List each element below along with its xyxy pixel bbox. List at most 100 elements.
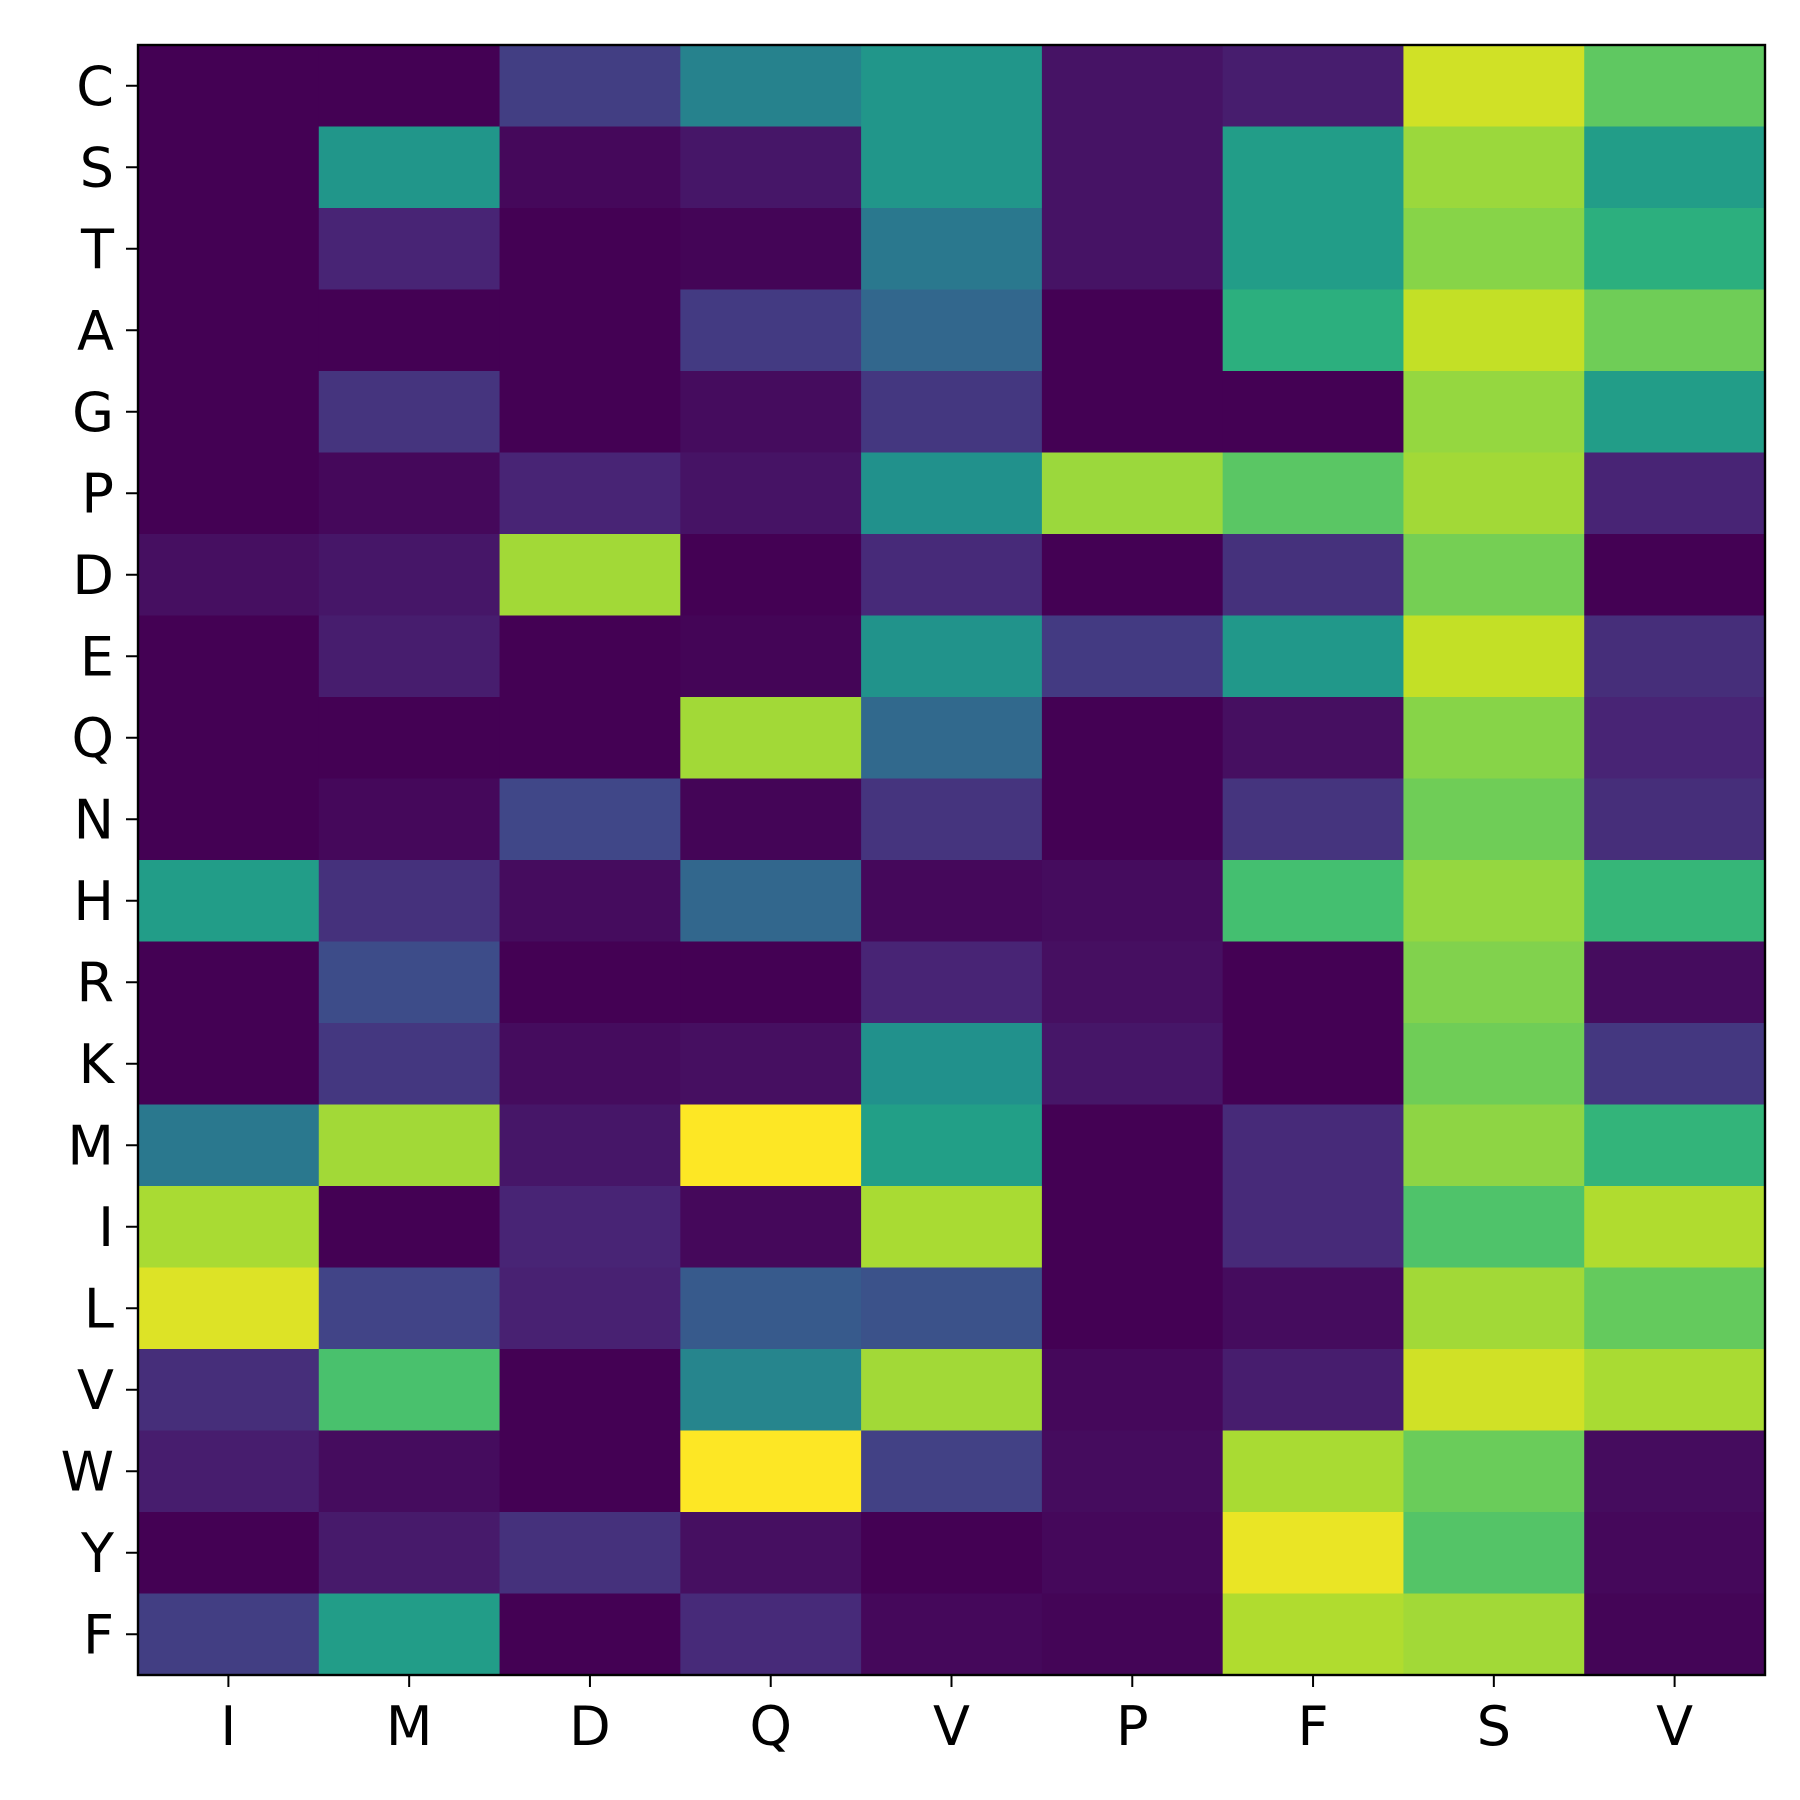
y-tick-label: W	[61, 1440, 114, 1503]
heatmap-cell-T2-S7	[1403, 208, 1585, 291]
heatmap-cell-H10-Q3	[680, 860, 862, 943]
heatmap-cell-K12-F6	[1222, 1023, 1405, 1106]
heatmap-cell-W17-D2	[499, 1430, 681, 1513]
heatmap-cell-I14-F6	[1222, 1186, 1405, 1269]
y-tick-label: N	[74, 788, 114, 851]
heatmap-cell-Y18-M1	[318, 1512, 501, 1595]
heatmap-cell-F19-M1	[318, 1593, 501, 1676]
x-tick-label: M	[386, 1695, 433, 1758]
heatmap-cell-S1-M1	[318, 126, 501, 209]
heatmap-cell-P5-V8	[1584, 452, 1766, 535]
heatmap-cell-H10-S7	[1403, 860, 1585, 943]
heatmap-cell-K12-V8	[1584, 1023, 1766, 1106]
heatmap-cell-E7-Q3	[680, 615, 862, 698]
heatmap-cell-N9-V8	[1584, 778, 1766, 861]
heatmap-cell-S1-I0	[138, 126, 320, 209]
heatmap-cell-M13-V4	[861, 1104, 1043, 1187]
heatmap-cell-E7-D2	[499, 615, 681, 698]
heatmap-cell-A3-P5	[1041, 289, 1224, 372]
heatmap-cell-G4-M1	[318, 371, 501, 454]
heatmap-cell-N9-S7	[1403, 778, 1585, 861]
heatmap-cell-L15-S7	[1403, 1267, 1585, 1350]
heatmap-cell-V16-M1	[318, 1349, 501, 1432]
heatmap-cell-Y18-D2	[499, 1512, 681, 1595]
heatmap-cell-G4-Q3	[680, 371, 862, 454]
heatmap-cell-H10-M1	[318, 860, 501, 943]
heatmap-cell-V16-V8	[1584, 1349, 1766, 1432]
y-tick-label: C	[76, 55, 114, 118]
heatmap-cell-N9-Q3	[680, 778, 862, 861]
heatmap-cell-C0-S7	[1403, 45, 1585, 128]
heatmap-cell-I14-S7	[1403, 1186, 1585, 1269]
heatmap-cell-G4-P5	[1041, 371, 1224, 454]
heatmap-cell-G4-V4	[861, 371, 1043, 454]
heatmap-cell-P5-D2	[499, 452, 681, 535]
heatmap-cell-S1-V4	[861, 126, 1043, 209]
heatmap-cell-H10-I0	[138, 860, 320, 943]
heatmap-cell-T2-F6	[1222, 208, 1405, 291]
x-tick-label: I	[220, 1695, 236, 1758]
heatmap-cell-M13-S7	[1403, 1104, 1585, 1187]
heatmap-cell-R11-M1	[318, 941, 501, 1024]
y-tick-label: F	[83, 1603, 114, 1666]
x-tick-label: P	[1116, 1695, 1149, 1758]
heatmap-cell-G4-F6	[1222, 371, 1405, 454]
y-tick-label: D	[72, 544, 114, 607]
heatmap-cell-H10-P5	[1041, 860, 1224, 943]
heatmap-cell-S1-Q3	[680, 126, 862, 209]
heatmap-cell-A3-F6	[1222, 289, 1405, 372]
heatmap-cell-T2-Q3	[680, 208, 862, 291]
heatmap-cell-I14-V8	[1584, 1186, 1766, 1269]
y-tick-label: T	[80, 218, 115, 281]
heatmap-cell-F19-D2	[499, 1593, 681, 1676]
heatmap-cell-I14-Q3	[680, 1186, 862, 1269]
heatmap-cell-E7-I0	[138, 615, 320, 698]
heatmap-cell-V16-P5	[1041, 1349, 1224, 1432]
heatmap-cell-D6-M1	[318, 534, 501, 617]
heatmap-cell-W17-V4	[861, 1430, 1043, 1513]
x-tick-label: Q	[749, 1695, 792, 1758]
x-tick-label: V	[1656, 1695, 1693, 1758]
heatmap-cell-L15-M1	[318, 1267, 501, 1350]
y-tick-label: A	[77, 299, 114, 362]
heatmap-cell-T2-D2	[499, 208, 681, 291]
heatmap-cell-Q8-F6	[1222, 697, 1405, 780]
heatmap-cell-V16-Q3	[680, 1349, 862, 1432]
heatmap-cell-I14-M1	[318, 1186, 501, 1269]
heatmap-cell-D6-I0	[138, 534, 320, 617]
heatmap-cell-W17-S7	[1403, 1430, 1585, 1513]
heatmap-cell-F19-I0	[138, 1593, 320, 1676]
heatmap-cell-T2-I0	[138, 208, 320, 291]
heatmap-cell-T2-V4	[861, 208, 1043, 291]
heatmap-cell-A3-S7	[1403, 289, 1585, 372]
heatmap-cell-Y18-F6	[1222, 1512, 1405, 1595]
heatmap-cell-N9-V4	[861, 778, 1043, 861]
heatmap-cell-R11-D2	[499, 941, 681, 1024]
heatmap-cell-T2-V8	[1584, 208, 1766, 291]
heatmap-cell-E7-S7	[1403, 615, 1585, 698]
heatmap-cell-M13-D2	[499, 1104, 681, 1187]
y-tick-label: E	[80, 625, 114, 688]
heatmap-cell-L15-I0	[138, 1267, 320, 1350]
heatmap-cell-Q8-V4	[861, 697, 1043, 780]
heatmap-cell-P5-I0	[138, 452, 320, 535]
heatmap-cell-E7-V8	[1584, 615, 1766, 698]
heatmap-cell-A3-V4	[861, 289, 1043, 372]
heatmap-cell-P5-P5	[1041, 452, 1224, 535]
heatmap-cell-D6-D2	[499, 534, 681, 617]
heatmap-cell-S1-V8	[1584, 126, 1766, 209]
y-tick-label: P	[81, 462, 114, 525]
heatmap-cell-Y18-Q3	[680, 1512, 862, 1595]
heatmap-cell-M13-F6	[1222, 1104, 1405, 1187]
heatmap-cell-K12-Q3	[680, 1023, 862, 1106]
heatmap-cell-V16-S7	[1403, 1349, 1585, 1432]
heatmap-cell-C0-D2	[499, 45, 681, 128]
heatmap-cell-Y18-V4	[861, 1512, 1043, 1595]
heatmap-cell-F19-Q3	[680, 1593, 862, 1676]
heatmap-cell-D6-P5	[1041, 534, 1224, 617]
heatmap-cell-A3-V8	[1584, 289, 1766, 372]
heatmap-cell-Y18-P5	[1041, 1512, 1224, 1595]
y-tick-label: V	[77, 1359, 114, 1422]
heatmap-cell-C0-V4	[861, 45, 1043, 128]
heatmap-cell-F19-F6	[1222, 1593, 1405, 1676]
